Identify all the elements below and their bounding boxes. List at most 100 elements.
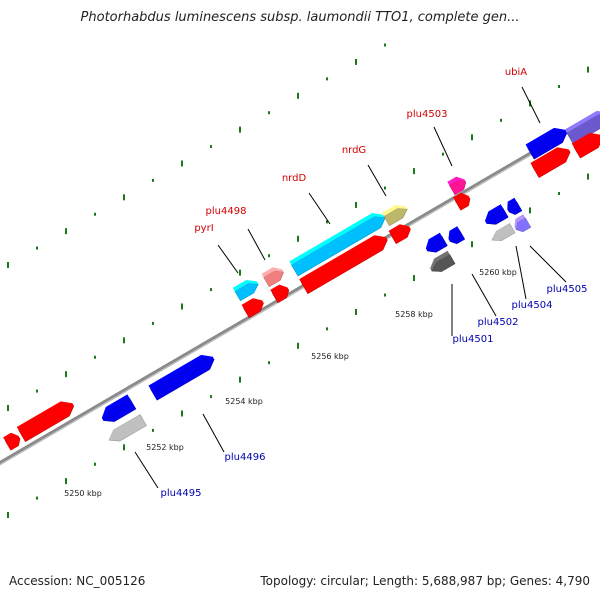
- feature-forward[interactable]: [241, 298, 264, 319]
- feature-top-face: [101, 394, 130, 421]
- feature-top-face: [484, 204, 503, 224]
- feature-top-face: [530, 147, 571, 167]
- feature-forward[interactable]: [530, 147, 571, 179]
- leader-line: [217, 244, 239, 274]
- feature-forward[interactable]: [148, 354, 215, 401]
- feature-top-face: [507, 197, 517, 213]
- feature-forward[interactable]: [289, 213, 386, 277]
- feature-top-face: [490, 219, 510, 241]
- feature-forward[interactable]: [299, 235, 388, 295]
- feature-top-face: [232, 279, 259, 292]
- genome-backbone: [0, 111, 600, 466]
- feature-top-face: [453, 192, 471, 201]
- feature-top-face: [430, 250, 450, 272]
- feature-reverse[interactable]: [448, 226, 466, 245]
- feature-reverse[interactable]: [490, 219, 516, 241]
- feature-body: [515, 217, 532, 233]
- scale-label: 5250 kbp: [64, 489, 102, 498]
- leader-line: [134, 451, 159, 489]
- feature-top-face: [571, 132, 600, 147]
- feature-body: [243, 301, 264, 319]
- feature-forward[interactable]: [453, 192, 471, 211]
- feature-forward[interactable]: [16, 401, 75, 443]
- feature-forward[interactable]: [381, 204, 408, 227]
- feature-top-face: [3, 432, 21, 441]
- feature-body: [300, 238, 388, 295]
- feature-top-face: [16, 401, 74, 431]
- feature-body: [527, 131, 568, 160]
- feature-top-face: [564, 110, 600, 133]
- feature-body: [108, 413, 147, 442]
- gene-label-ubiA[interactable]: ubiA: [505, 67, 527, 78]
- feature-body: [291, 216, 386, 277]
- feature-body: [150, 358, 215, 401]
- feature-top-face: [448, 226, 460, 242]
- feature-reverse[interactable]: [425, 232, 448, 253]
- leader-line: [247, 228, 266, 261]
- feature-top-face: [107, 410, 141, 441]
- gene-label-plu4495[interactable]: plu4495: [161, 488, 202, 499]
- gene-label-plu4501[interactable]: plu4501: [453, 334, 494, 345]
- leader-line: [202, 413, 225, 453]
- gene-label-plu4503[interactable]: plu4503: [407, 109, 448, 120]
- genome-summary-text: Topology: circular; Length: 5,688,987 bp…: [260, 574, 590, 588]
- gene-label-nrdG[interactable]: nrdG: [342, 145, 366, 156]
- feature-top-face: [447, 176, 466, 186]
- feature-top-face: [525, 127, 568, 148]
- feature-reverse[interactable]: [507, 197, 523, 215]
- scale-label: 5260 kbp: [479, 268, 517, 277]
- backbone-highlight: [0, 114, 600, 466]
- feature-top-face: [148, 354, 215, 390]
- gene-label-plu4498[interactable]: plu4498: [206, 206, 247, 217]
- feature-body: [102, 397, 137, 422]
- feature-top-face: [514, 214, 526, 230]
- feature-body: [383, 208, 408, 227]
- leader-line: [308, 192, 331, 225]
- gene-label-plu4504[interactable]: plu4504: [512, 300, 553, 311]
- feature-forward[interactable]: [564, 110, 600, 145]
- scale-label: 5258 kbp: [395, 310, 433, 319]
- gene-label-plu4496[interactable]: plu4496: [225, 452, 266, 463]
- feature-reverse[interactable]: [101, 394, 137, 422]
- feature-forward[interactable]: [571, 132, 600, 159]
- feature-reverse[interactable]: [484, 204, 509, 225]
- scale-label: 5254 kbp: [225, 397, 263, 406]
- feature-body: [449, 229, 466, 245]
- scale-label: 5256 kbp: [311, 352, 349, 361]
- feature-forward[interactable]: [261, 267, 284, 288]
- scale-ticks: [7, 43, 589, 518]
- feature-body: [427, 235, 448, 253]
- gene-label-plu4502[interactable]: plu4502: [478, 317, 519, 328]
- feature-forward[interactable]: [3, 432, 21, 451]
- leader-line: [521, 86, 541, 124]
- feature-top-face: [289, 213, 386, 265]
- gene-label-pyrI[interactable]: pyrI: [194, 223, 213, 234]
- feature-reverse[interactable]: [430, 250, 456, 272]
- gene-label-nrdD[interactable]: nrdD: [282, 173, 307, 184]
- gene-labels: pyrI plu4498 nrdD nrdG plu4503 ubiA plu4495 plu…: [64, 67, 587, 499]
- scale-label: 5252 kbp: [146, 443, 184, 452]
- feature-body: [234, 283, 259, 302]
- feature-top-face: [381, 204, 408, 217]
- feature-forward[interactable]: [388, 224, 411, 245]
- feature-forward[interactable]: [525, 127, 568, 160]
- feature-top-face: [388, 224, 411, 235]
- feature-reverse[interactable]: [107, 410, 147, 442]
- gene-features: [3, 110, 600, 451]
- feature-reverse[interactable]: [514, 214, 532, 233]
- leader-line: [367, 164, 387, 197]
- leader-line: [529, 245, 567, 283]
- feature-top-face: [299, 235, 388, 283]
- map-title: Photorhabdus luminescens subsp. laumondi…: [80, 10, 520, 25]
- gene-label-plu4505[interactable]: plu4505: [547, 284, 588, 295]
- feature-forward[interactable]: [447, 176, 467, 196]
- feature-top-face: [270, 284, 289, 294]
- feature-top-face: [425, 232, 442, 252]
- feature-top-face: [241, 298, 264, 309]
- feature-forward[interactable]: [232, 279, 259, 302]
- feature-forward[interactable]: [270, 284, 290, 304]
- feature-body: [486, 207, 509, 225]
- label-leaders: [134, 86, 567, 489]
- leader-line: [471, 273, 497, 317]
